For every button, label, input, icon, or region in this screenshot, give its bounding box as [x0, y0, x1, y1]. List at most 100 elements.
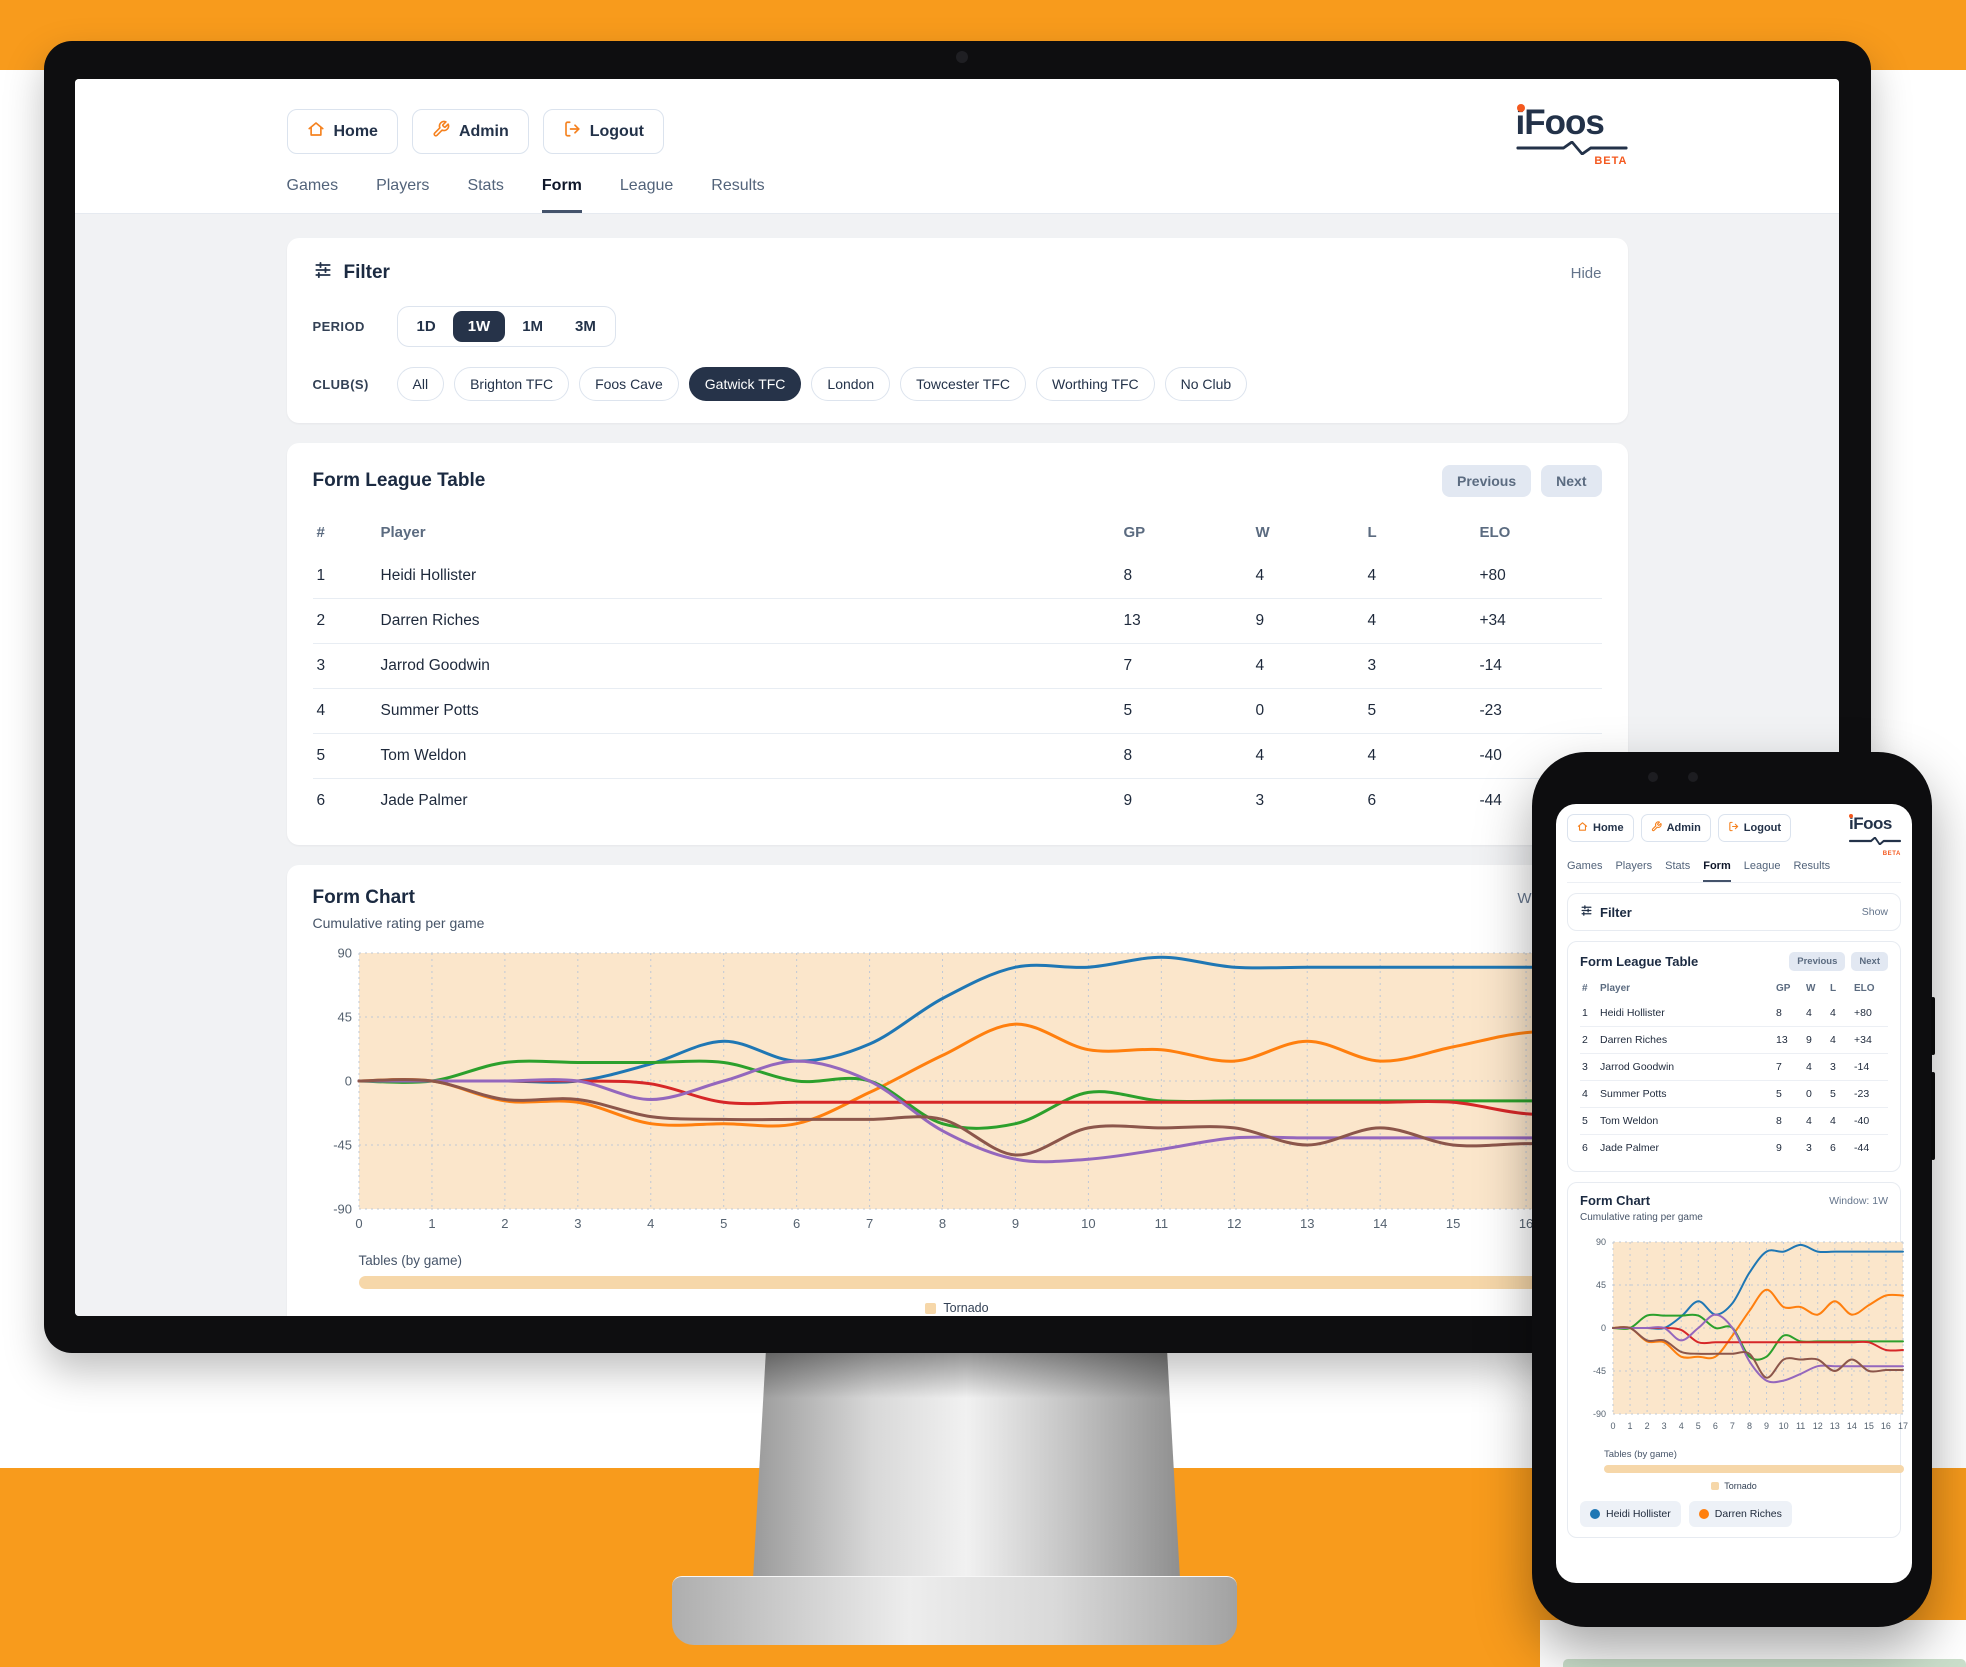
club-chip-all[interactable]: All [396, 367, 445, 401]
gp-cell: 13 [1774, 1026, 1804, 1054]
tab-results[interactable]: Results [711, 177, 765, 194]
filter-hide-link[interactable]: Hide [1570, 264, 1602, 282]
league-table-header: # Player GP W L ELO [1580, 977, 1888, 1000]
logout-button[interactable]: Logout [542, 109, 664, 154]
w-cell: 9 [1804, 1026, 1828, 1054]
player-cell: Jarrod Goodwin [1598, 1053, 1774, 1081]
svg-text:15: 15 [1445, 1216, 1459, 1231]
tab-players[interactable]: Players [376, 177, 430, 194]
period-option-1w[interactable]: 1W [452, 311, 506, 342]
svg-text:16: 16 [1881, 1421, 1891, 1431]
table-row[interactable]: 3 Jarrod Goodwin 7 4 3 -14 [312, 643, 1602, 689]
rank-cell: 3 [1580, 1053, 1598, 1081]
phone-previous-button[interactable]: Previous [1789, 952, 1846, 971]
phone-tab-form[interactable]: Form [1703, 860, 1731, 882]
rank-cell: 2 [312, 598, 377, 644]
phone-speaker [1688, 772, 1698, 782]
club-chip-brighton[interactable]: Brighton TFC [454, 367, 570, 401]
col-rank-header: # [1582, 983, 1588, 994]
player-cell: Jarrod Goodwin [376, 643, 1120, 689]
phone-filter-show-link[interactable]: Show [1861, 906, 1888, 918]
period-option-3m[interactable]: 3M [575, 318, 596, 335]
table-row[interactable]: 6 Jade Palmer 9 3 6 -44 [312, 778, 1602, 823]
tab-games[interactable]: Games [286, 177, 339, 194]
rank-cell: 4 [312, 688, 377, 734]
legend-chip-heidi[interactable]: Heidi Hollister [1580, 1501, 1681, 1527]
table-row[interactable]: 3 Jarrod Goodwin 7 4 3 -14 [1580, 1053, 1888, 1081]
club-chip-towcester[interactable]: Towcester TFC [900, 367, 1026, 401]
home-icon [307, 120, 325, 143]
tornado-legend-item[interactable]: Tornado [313, 1301, 1602, 1315]
admin-button[interactable]: Admin [411, 109, 529, 154]
l-cell: 3 [1363, 643, 1476, 689]
phone-table-pager: Previous Next [1789, 952, 1888, 971]
rank-cell: 5 [312, 733, 377, 779]
period-option-1m[interactable]: 1M [522, 318, 544, 335]
svg-text:2: 2 [1645, 1421, 1650, 1431]
app-logo: iFoos BETA [1516, 104, 1628, 167]
club-chip-no-club[interactable]: No Club [1164, 367, 1248, 401]
phone-home-button[interactable]: Home [1567, 814, 1634, 842]
table-row[interactable]: 1 Heidi Hollister 8 4 4 +80 [313, 554, 1602, 599]
phone-tab-results[interactable]: Results [1793, 860, 1831, 872]
w-cell: 9 [1251, 598, 1364, 644]
svg-text:13: 13 [1830, 1421, 1840, 1431]
col-gp-header: GP [1123, 524, 1146, 541]
table-row[interactable]: 2 Darren Riches 13 9 4 +34 [312, 598, 1602, 644]
phone-player-legend: Heidi Hollister Darren Riches [1580, 1501, 1888, 1527]
phone-form-chart-card: Form Chart Window: 1W Cumulative rating … [1567, 1182, 1908, 1538]
l-cell: 4 [1363, 733, 1476, 779]
club-chip-worthing[interactable]: Worthing TFC [1036, 367, 1155, 401]
w-cell: 4 [1251, 643, 1364, 689]
svg-text:4: 4 [647, 1216, 654, 1231]
player-cell: Darren Riches [376, 598, 1120, 644]
phone-app-logo: iFoos BETA [1849, 814, 1901, 857]
table-row[interactable]: 4 Summer Potts 5 0 5 -23 [1580, 1080, 1888, 1108]
period-option-1d[interactable]: 1D [416, 318, 436, 335]
table-row[interactable]: 1 Heidi Hollister 8 4 4 +80 [1580, 1000, 1888, 1027]
gp-cell: 5 [1774, 1080, 1804, 1108]
phone-admin-button[interactable]: Admin [1640, 814, 1711, 842]
tab-league[interactable]: League [619, 177, 674, 194]
legend-chip-darren[interactable]: Darren Riches [1688, 1501, 1792, 1527]
svg-text:13: 13 [1300, 1216, 1314, 1231]
table-row[interactable]: 2 Darren Riches 13 9 4 +34 [1580, 1026, 1888, 1054]
tab-stats[interactable]: Stats [467, 177, 504, 194]
player-cell: Tom Weldon [1598, 1107, 1774, 1135]
phone-next-button[interactable]: Next [1851, 952, 1888, 971]
svg-text:14: 14 [1847, 1421, 1857, 1431]
previous-button[interactable]: Previous [1442, 465, 1532, 497]
svg-text:7: 7 [865, 1216, 872, 1231]
phone-tab-stats[interactable]: Stats [1665, 860, 1691, 872]
tornado-legend-item[interactable]: Tornado [1580, 1481, 1888, 1491]
nav-buttons: Home Admin Logout [286, 109, 664, 154]
phone-tab-league[interactable]: League [1743, 860, 1781, 872]
w-cell: 4 [1806, 1007, 1812, 1019]
phone-logout-button[interactable]: Logout [1717, 814, 1792, 842]
club-chip-london[interactable]: London [811, 367, 891, 401]
monitor-camera [956, 51, 968, 63]
next-button[interactable]: Next [1541, 465, 1602, 497]
gp-cell: 8 [1776, 1007, 1782, 1019]
phone-league-table: # Player GP W L ELO 1 Heidi Hollister 8 4 4 +… [1580, 977, 1888, 1161]
club-chip-gatwick[interactable]: Gatwick TFC [688, 367, 802, 401]
player-cell: Summer Potts [1598, 1080, 1774, 1108]
table-row[interactable]: 6 Jade Palmer 9 3 6 -44 [1580, 1134, 1888, 1161]
phone-tab-games[interactable]: Games [1567, 860, 1603, 872]
rank-cell: 3 [312, 643, 377, 689]
l-cell: 6 [1828, 1134, 1852, 1161]
tab-form[interactable]: Form [541, 177, 582, 213]
table-row[interactable]: 4 Summer Potts 5 0 5 -23 [312, 688, 1602, 734]
elo-cell: +80 [1479, 567, 1506, 584]
club-chip-foos-cave[interactable]: Foos Cave [579, 367, 679, 401]
gp-cell: 7 [1119, 643, 1252, 689]
phone-tab-players[interactable]: Players [1615, 860, 1653, 872]
table-row[interactable]: 5 Tom Weldon 8 4 4 -40 [312, 733, 1602, 779]
col-elo-header: ELO [1854, 983, 1875, 994]
home-button[interactable]: Home [286, 109, 398, 154]
table-row[interactable]: 5 Tom Weldon 8 4 4 -40 [1580, 1107, 1888, 1135]
phone-main-tabs: Games Players Stats Form League Results [1567, 860, 1901, 883]
league-table: # Player GP W L ELO 1 Heidi Hollister 8 4 4 +… [312, 511, 1602, 823]
